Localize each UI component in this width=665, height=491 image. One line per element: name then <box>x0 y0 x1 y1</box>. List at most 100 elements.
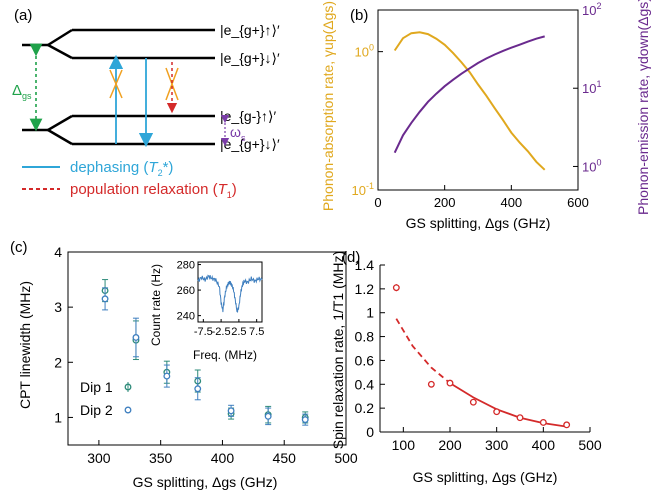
panel-a-label: (a) <box>14 7 32 24</box>
omega-s-symbol: ω <box>230 124 241 140</box>
panel-d-ytick-label-5: 1 <box>366 305 374 321</box>
panel-a: (a) |e_{g+}↑⟩′ |e_{g+}↓⟩′ |e_{g-}↑⟩′ |e_… <box>12 7 280 200</box>
panel-b-ytick-left-label-0: 10-1 <box>352 181 374 198</box>
relaxation-point-5 <box>516 414 524 422</box>
panel-d-ylabel: Spin relaxation rate, 1/T1 (MHz) <box>330 251 346 449</box>
inset-spectrum-line <box>197 274 263 313</box>
svg-text:dephasing (T2*): dephasing (T2*) <box>70 159 173 178</box>
panel-d-xtick-label-0: 100 <box>392 437 416 453</box>
relaxation-point-3 <box>469 398 477 406</box>
inset-ytick-label-2: 280 <box>177 260 195 272</box>
panel-b-ytick-left-label-1: 100 <box>355 43 374 60</box>
panel-c-xtick-label-1: 350 <box>149 450 173 466</box>
delta-gs-symbol: Δ <box>12 82 22 99</box>
level-label-1: |e_{g+}↑⟩′ <box>220 22 280 38</box>
relaxation-point-7 <box>563 421 571 429</box>
panel-c-inset: -7.5-2.5 2.5 7.5 240 260 280 <box>177 260 265 338</box>
panel-d-label: (d) <box>342 249 360 266</box>
legend-dephasing-end: *) <box>163 159 174 176</box>
relaxation-point-1 <box>427 380 435 388</box>
legend-dephasing-text: dephasing ( <box>70 159 148 176</box>
inset-ytick-label-1: 260 <box>177 285 195 297</box>
crossed-transition-2-icon <box>165 67 179 101</box>
panel-b-ylabel-right: Phonon-emission rate, γdown(Δgs) <box>635 0 651 215</box>
absorption-rate-line <box>393 31 546 171</box>
panel-c-ytick-label-2: 3 <box>54 299 62 315</box>
relaxation-point-4 <box>493 408 501 416</box>
panel-c-xtick-label-4: 500 <box>334 450 358 466</box>
inset-xlabel: Freq. (MHz) <box>193 348 257 362</box>
legend-dip1-label: Dip 1 <box>80 379 113 395</box>
relaxation-point-0 <box>392 284 400 292</box>
dip2-point-5 <box>264 412 272 420</box>
panel-b-ylabel-left: Phonon-absorption rate, γup(Δgs) <box>320 1 336 211</box>
level-label-4: |e_{g+}↓⟩′ <box>220 136 280 152</box>
panel-b-xtick-label-0: 0 <box>374 195 381 210</box>
delta-gs-sub: gs <box>22 91 32 101</box>
panel-d-ytick-label-2: 0.4 <box>355 376 375 392</box>
panel-c-xtick-label-2: 400 <box>211 450 235 466</box>
panel-b-xtick-label-1: 200 <box>434 195 456 210</box>
panel-c-ytick-label-0: 1 <box>54 409 62 425</box>
dip2-point-3 <box>194 385 202 393</box>
panel-c-label: (c) <box>10 239 28 256</box>
relaxation-point-6 <box>539 419 547 426</box>
upper-split-line-up <box>47 28 73 47</box>
panel-b: (b) 0 200 400 600 10-1 100 100 101 102 GS splitt… <box>320 0 651 231</box>
dip2-point-0 <box>101 295 109 303</box>
panel-b-ytick-right-label-0: 100 <box>582 157 601 174</box>
panel-b-xtick-label-2: 400 <box>500 195 522 210</box>
panel-c-ytick-label-1: 2 <box>54 354 62 370</box>
legend-dephasing-symbol: T <box>148 159 159 176</box>
panel-b-ytick-right-label-2: 102 <box>582 1 601 18</box>
panel-d-ytick-label-6: 1.2 <box>355 281 375 297</box>
level-label-3: |e_{g-}↑⟩′ <box>220 108 276 124</box>
dip2-point-1 <box>132 334 140 341</box>
inset-xtick-label-2: 2.5 <box>231 326 246 338</box>
fit-line-dashed <box>395 318 451 384</box>
inset-frame <box>197 261 263 323</box>
panel-d-plot: 100 200 300 400 500 0 0.2 0.4 0.6 0.8 1 1.2 1.4 <box>355 257 602 453</box>
legend-dip2-marker <box>124 406 132 414</box>
panel-b-xlabel: GS splitting, Δgs (GHz) <box>406 215 551 231</box>
panel-c-xlabel: GS splitting, Δgs (GHz) <box>133 474 278 490</box>
legend-relaxation-end: ) <box>232 181 237 198</box>
legend-dephasing-sub: 2 <box>158 168 163 178</box>
crossed-transition-1-icon <box>109 69 123 99</box>
dip2-point-6 <box>301 416 309 424</box>
panel-c-xtick-label-0: 300 <box>87 450 111 466</box>
panel-d-xtick-label-4: 500 <box>578 437 602 453</box>
panel-c: (c) 300 350 400 450 500 1 2 3 4 -7.5-2.5 2.5 7.5 24… <box>10 239 358 490</box>
panel-d-xtick-label-2: 300 <box>485 437 509 453</box>
panel-b-label: (b) <box>350 7 368 24</box>
panel-d-ytick-label-3: 0.6 <box>355 352 375 368</box>
panel-d-ytick-label-1: 0.2 <box>355 400 375 416</box>
panel-c-xtick-label-3: 450 <box>273 450 297 466</box>
relaxation-point-2 <box>446 379 454 387</box>
legend-relaxation-sub: 1 <box>227 190 232 200</box>
svg-text:Δgs: Δgs <box>12 82 32 101</box>
panel-d-ytick-label-4: 0.8 <box>355 329 375 345</box>
inset-xtick-label-0: -7.5 <box>194 326 213 338</box>
panel-d-xtick-label-3: 400 <box>532 437 556 453</box>
panel-d: (d) 100 200 300 400 50000.20.40.60.811.21.4 … <box>330 249 602 485</box>
inset-ylabel: Count rate (Hz) <box>149 264 163 346</box>
panel-c-ylabel: CPT linewidth (MHz) <box>17 281 33 409</box>
inset-xtick-label-1: -2.5 <box>212 326 231 338</box>
panel-d-ytick-label-0: 0 <box>366 424 374 440</box>
emission-rate-line <box>393 35 545 154</box>
svg-text:population relaxation (T1): population relaxation (T1) <box>70 181 237 200</box>
svg-text:ωs: ωs <box>230 124 246 143</box>
inset-ytick-label-0: 240 <box>177 311 195 323</box>
panel-d-xtick-label-1: 200 <box>438 437 462 453</box>
legend-relaxation-symbol: T <box>218 181 229 198</box>
fit-line-solid <box>449 382 567 428</box>
inset-xtick-label-3: 7.5 <box>249 326 264 338</box>
panel-d-ytick-label-7: 1.4 <box>355 257 375 273</box>
legend-relaxation-text: population relaxation ( <box>70 181 218 198</box>
panel-c-ytick-label-3: 4 <box>54 244 62 260</box>
panel-b-ytick-right-label-1: 101 <box>582 79 601 96</box>
lower-split-line-up <box>47 114 73 132</box>
omega-s-sub: s <box>241 133 246 143</box>
